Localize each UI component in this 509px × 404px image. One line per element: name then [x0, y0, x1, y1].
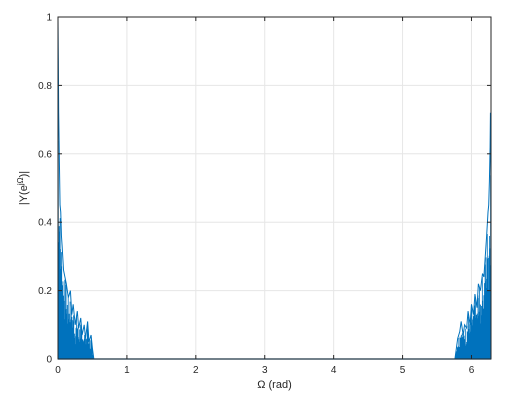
x-tick-label: 2 [193, 365, 199, 376]
y-axis-label: |Y(ejΩ)| [16, 171, 31, 205]
y-tick-label: 0 [46, 355, 52, 366]
x-tick-label: 0 [55, 365, 61, 376]
x-tick-label: 5 [400, 365, 406, 376]
y-tick-label: 0.2 [38, 286, 52, 297]
y-tick-label: 0.6 [38, 149, 52, 160]
plot-area [58, 17, 491, 359]
x-axis-label: Ω (rad) [257, 379, 292, 391]
x-tick-label: 1 [124, 365, 130, 376]
axes-box [57, 16, 492, 360]
y-tick-label: 0.4 [38, 218, 52, 229]
ticks: 0 1 2 3 4 5 6 0 0.2 0.4 0.6 0.8 1 [38, 13, 491, 376]
y-tick-label: 1 [46, 13, 52, 24]
y-tick-label: 0.8 [38, 81, 52, 92]
x-tick-label: 4 [331, 365, 337, 376]
x-tick-label: 3 [262, 365, 268, 376]
x-tick-label: 6 [469, 365, 475, 376]
